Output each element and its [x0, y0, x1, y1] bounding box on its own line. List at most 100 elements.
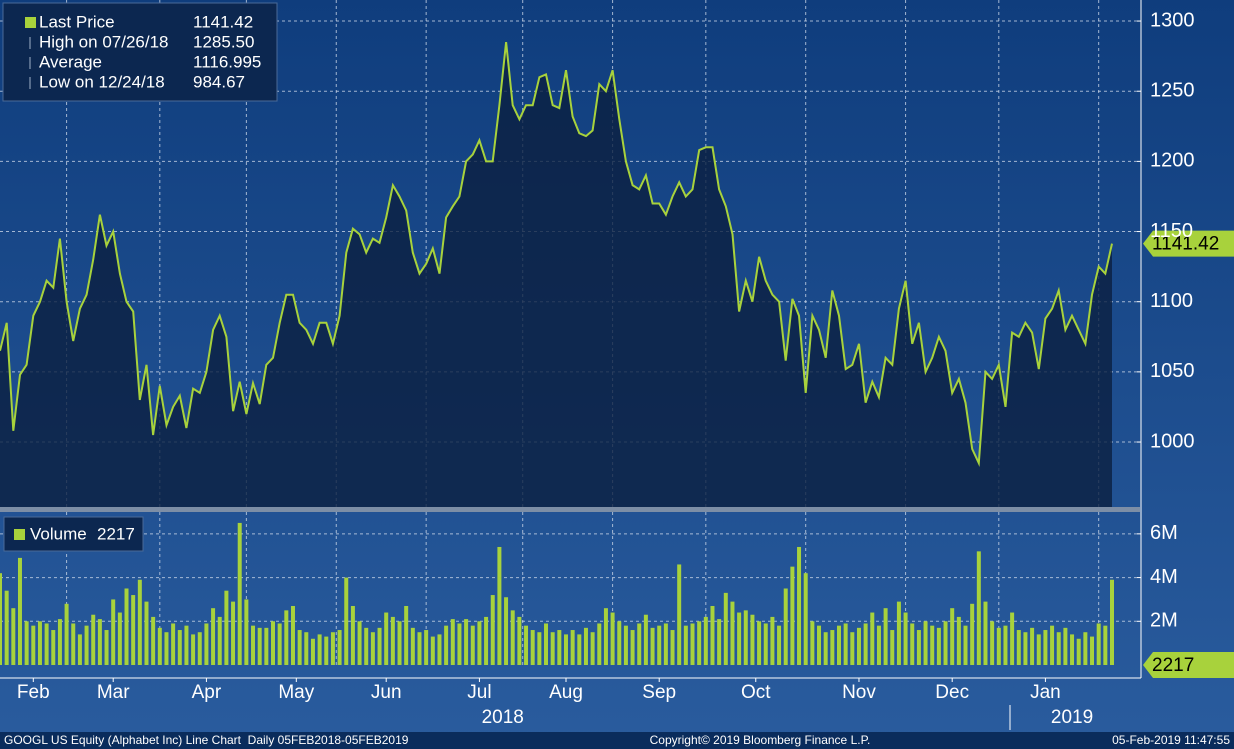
volume-bar [1056, 632, 1061, 665]
x-tick-label: Jan [1030, 682, 1061, 703]
volume-bar [910, 623, 915, 665]
legend-box [3, 516, 144, 552]
footer-center: Copyright© 2019 Bloomberg Finance L.P. [650, 733, 871, 747]
volume-bar [870, 612, 875, 665]
volume-bar [31, 625, 36, 665]
volume-bar [983, 601, 988, 665]
volume-bar [57, 619, 62, 665]
volume-bar [1083, 632, 1088, 665]
y-tick-label: 1000 [1150, 430, 1195, 452]
legend-stat-name: Average [39, 52, 102, 71]
volume-tag-label: 2217 [1152, 655, 1194, 676]
volume-bar [883, 608, 888, 665]
volume-bar [763, 623, 768, 665]
x-tick-label: Apr [192, 682, 222, 703]
volume-bar [876, 625, 881, 665]
x-tick-label: Nov [842, 682, 876, 703]
volume-bar [324, 636, 329, 665]
volume-bar [97, 619, 102, 665]
volume-bar [104, 630, 109, 665]
legend-swatch [25, 17, 36, 28]
volume-bar [737, 612, 742, 665]
y-tick-label: 1150 [1150, 220, 1193, 242]
volume-bar [950, 608, 955, 665]
x-tick-label: Dec [935, 682, 969, 703]
legend-box [2, 2, 278, 102]
volume-bar [770, 616, 775, 665]
x-tick-label: Mar [97, 682, 130, 703]
y-tick-label: 1300 [1150, 9, 1195, 31]
legend-stat-value: 1285.50 [193, 32, 254, 51]
volume-bar [1003, 625, 1008, 665]
volume-bar [530, 630, 535, 665]
volume-bar [237, 522, 242, 665]
volume-bar [0, 573, 2, 665]
volume-bar [277, 623, 282, 665]
volume-bar [244, 599, 249, 665]
volume-bar [956, 616, 961, 665]
volume-bar [504, 597, 509, 665]
volume-bar [803, 573, 808, 665]
y-tick-label: 2M [1150, 610, 1178, 632]
volume-bar [1103, 625, 1108, 665]
volume-bar [563, 634, 568, 665]
volume-bar [743, 610, 748, 665]
legend-value: 1141.42 [193, 12, 253, 31]
volume-bar [24, 621, 29, 665]
volume-bar [271, 621, 276, 665]
y-tick-label: 1200 [1150, 150, 1195, 172]
volume-bar [424, 630, 429, 665]
volume-bar [430, 636, 435, 665]
volume-bar [264, 627, 269, 665]
volume-bar [64, 603, 69, 665]
plot: 1141.42 Last Price 1141.42 High on 07/26/18… [0, 0, 1234, 728]
volume-bar [4, 590, 9, 665]
volume-bar [157, 627, 162, 665]
x-tick-label: Oct [741, 682, 771, 703]
volume-bar [730, 601, 735, 665]
volume-bar [603, 608, 608, 665]
volume-bar [1043, 630, 1048, 665]
volume-bar [1110, 579, 1114, 665]
volume-tag [1143, 652, 1234, 678]
volume-bar [817, 625, 822, 665]
volume-bar [177, 630, 182, 665]
legend-name: Last Price [39, 12, 115, 31]
volume-bar [643, 614, 648, 665]
volume-bar [470, 625, 475, 665]
volume-bar [1063, 627, 1068, 665]
volume-bar [171, 623, 176, 665]
volume-bar [923, 621, 928, 665]
volume-bar [544, 623, 549, 665]
volume-bar [783, 588, 788, 665]
y-tick-label: 6M [1150, 522, 1178, 544]
volume-bar [557, 630, 562, 665]
volume-bar [71, 623, 76, 665]
volume-bar [417, 632, 422, 665]
year-label: 2018 [482, 707, 524, 728]
volume-bar [151, 616, 156, 665]
y-tick-label: 1100 [1150, 290, 1193, 312]
volume-bar [797, 546, 802, 665]
volume-bar [444, 625, 449, 665]
volume-bar [1096, 623, 1101, 665]
volume-bar [211, 608, 216, 665]
volume-bar [590, 632, 595, 665]
volume-bar [830, 630, 835, 665]
volume-bar [990, 621, 995, 665]
volume-bar [597, 623, 602, 665]
volume-bar [437, 634, 442, 665]
volume-bar [490, 595, 495, 665]
y-tick-label: 1250 [1150, 79, 1195, 101]
volume-bar [757, 621, 762, 665]
volume-bar [1050, 625, 1055, 665]
volume-bar [637, 623, 642, 665]
volume-bar [510, 610, 515, 665]
volume-bar [111, 599, 116, 665]
legend-name: Volume [30, 524, 87, 543]
volume-bar [617, 621, 622, 665]
volume-bar [550, 632, 555, 665]
y-tick-label: 1050 [1150, 360, 1195, 382]
volume-bar [1010, 612, 1015, 665]
